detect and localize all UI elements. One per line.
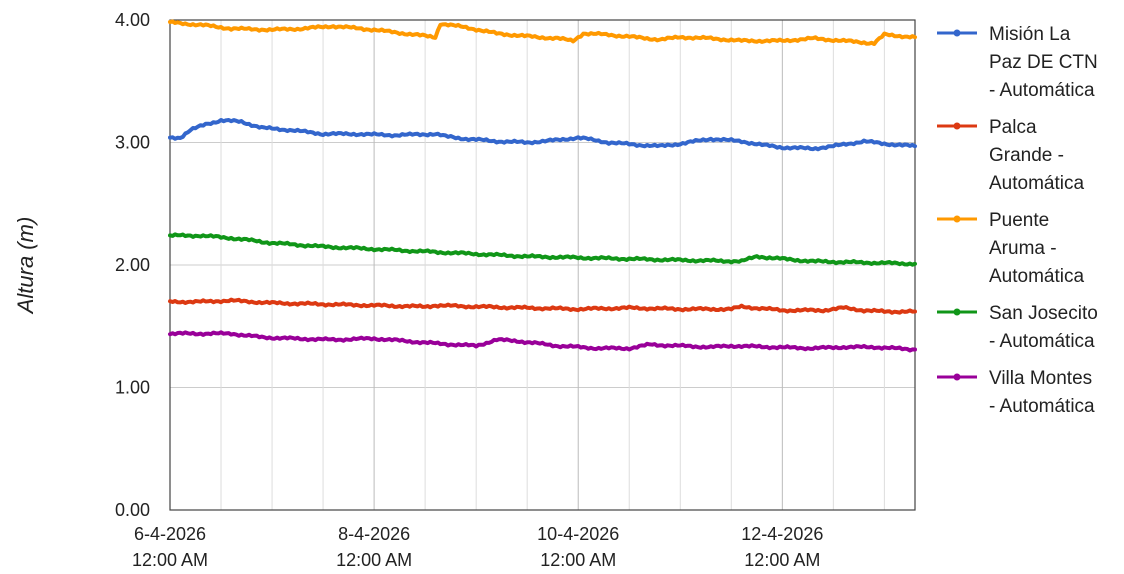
legend-label: - Automática [989, 80, 1095, 101]
legend-entry: San Josecito - Automática [937, 303, 1098, 352]
legend-label: San Josecito [989, 303, 1098, 324]
chart-gridlines [170, 19, 915, 511]
x-tick-label-time: 12:00 AM [132, 550, 208, 570]
series-line [168, 19, 917, 46]
legend-label: Villa Montes [989, 368, 1092, 389]
y-tick-label: 0.00 [115, 500, 150, 520]
x-tick-label-date: 6-4-2026 [134, 524, 206, 544]
legend-swatch-dot [953, 215, 961, 223]
legend-label: - Automática [989, 396, 1095, 417]
x-axis-tick-labels: 6-4-2026 12:00 AM 8-4-2026 12:00 AM 10-4-202… [132, 524, 823, 570]
series-line [168, 330, 917, 353]
x-tick-label-time: 12:00 AM [336, 550, 412, 570]
legend-swatch-dot [953, 29, 961, 37]
y-tick-label: 1.00 [115, 378, 150, 398]
series-line [168, 118, 917, 152]
x-tick-label-date: 12-4-2026 [741, 524, 823, 544]
y-axis-tick-labels: 0.00 1.00 2.00 3.00 4.00 [115, 10, 150, 520]
legend-entry: Villa Montes - Automática [937, 368, 1095, 417]
legend-label: Puente [989, 210, 1049, 231]
x-tick-label-time: 12:00 AM [744, 550, 820, 570]
legend-label: Grande - [989, 145, 1064, 166]
legend-swatch-dot [953, 308, 961, 316]
legend-swatch-dot [953, 373, 961, 381]
legend-swatch-dot [953, 122, 961, 130]
legend-label: Aruma - [989, 238, 1057, 259]
series-line [168, 297, 917, 315]
series-layer [168, 19, 917, 353]
x-tick-label-time: 12:00 AM [540, 550, 616, 570]
legend-label: Paz DE CTN [989, 52, 1098, 73]
legend-label: Automática [989, 266, 1084, 287]
legend-label: Misión La [989, 24, 1071, 45]
legend-entry: Misión La Paz DE CTN - Automática [937, 24, 1098, 101]
legend-label: Palca [989, 117, 1037, 138]
legend-label: - Automática [989, 331, 1095, 352]
chart-legend: Misión La Paz DE CTN - Automática Palca Gran… [937, 24, 1098, 417]
x-tick-label-date: 8-4-2026 [338, 524, 410, 544]
y-axis-label: Altura (m) [13, 217, 38, 316]
legend-label: Automática [989, 173, 1084, 194]
y-tick-label: 3.00 [115, 133, 150, 153]
legend-entry: Palca Grande - Automática [937, 117, 1084, 194]
y-tick-label: 4.00 [115, 10, 150, 30]
x-tick-label-date: 10-4-2026 [537, 524, 619, 544]
y-tick-label: 2.00 [115, 255, 150, 275]
legend-entry: Puente Aruma - Automática [937, 210, 1084, 287]
series-line [168, 232, 917, 267]
